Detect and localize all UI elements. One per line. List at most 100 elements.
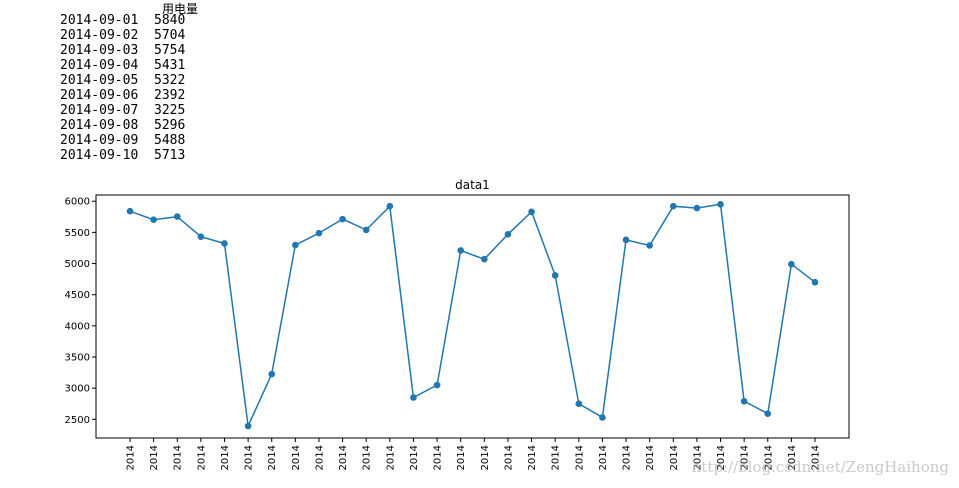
x-tick-label: 2014: [622, 445, 633, 470]
row-value: 5754: [154, 43, 186, 58]
data-point: [669, 202, 677, 210]
data-point: [292, 241, 299, 249]
x-tick-label: 2014: [645, 445, 656, 470]
x-tick-label: 2014: [574, 445, 585, 470]
table-row: 2014-09-01 5840: [60, 13, 185, 28]
plot-area: [95, 194, 850, 439]
data-point: [599, 414, 606, 421]
x-tick-label: 2014: [220, 445, 231, 470]
data-point: [764, 410, 772, 417]
x-tick-label: 2014: [598, 445, 609, 470]
data-point: [693, 204, 701, 212]
x-tick-label: 2014: [433, 445, 444, 470]
data-table: 用电量 2014-09-01 5840 2014-09-02 5704 2014-09-…: [0, 0, 260, 170]
row-value: 5296: [154, 118, 186, 133]
data-point: [221, 240, 228, 247]
table-row: 2014-09-10 5713: [60, 148, 185, 163]
x-tick-label: 2014: [173, 445, 184, 470]
data-point: [150, 216, 157, 223]
data-point: [575, 400, 583, 408]
data-point: [528, 208, 535, 216]
table-row: 2014-09-09 5488: [60, 133, 185, 148]
row-date: 2014-09-04: [60, 58, 139, 73]
row-date: 2014-09-01: [60, 13, 139, 28]
x-tick-label: 2014: [503, 445, 514, 470]
data-point: [717, 201, 724, 208]
line-chart: data1 2500 3000 3500 4000 4500 5000 5500 6000 2…: [65, 178, 850, 470]
row-value: 2392: [154, 88, 186, 103]
data-point: [173, 213, 181, 220]
x-tick-label: 2014: [149, 445, 160, 470]
watermark: http://blog.csdn.net/ZengHaihong: [691, 458, 949, 476]
x-tick-label: 2014: [787, 445, 798, 470]
y-tick-label: 3000: [65, 384, 90, 395]
x-tick-label: 2014: [480, 445, 491, 470]
table-row: 2014-09-03 5754: [60, 43, 185, 58]
x-tick-label: 2014: [527, 445, 538, 470]
x-tick-label: 2014: [338, 445, 349, 470]
y-tick-label: 2500: [65, 415, 90, 426]
data-point: [788, 260, 795, 268]
data-point: [551, 272, 559, 279]
y-tick-label: 6000: [65, 197, 90, 208]
table-row: 2014-09-07 3225: [60, 103, 185, 118]
x-tick-label: 2014: [669, 445, 680, 470]
data-point: [646, 242, 653, 249]
x-tick-label: 2014: [314, 445, 325, 470]
x-tick-label: 2014: [456, 445, 467, 470]
x-axis: 2014 2014 2014 2014 2014 2014 2014 2014 2014 2014…: [126, 438, 822, 470]
data-point: [433, 381, 441, 389]
data-point: [339, 215, 346, 223]
row-value: 5431: [154, 58, 186, 73]
row-value: 5840: [154, 13, 186, 28]
row-date: 2014-09-07: [60, 103, 139, 118]
y-tick-label: 4500: [65, 290, 90, 301]
row-date: 2014-09-08: [60, 118, 139, 133]
row-value: 5713: [154, 148, 186, 163]
x-tick-label: 2014: [362, 445, 373, 470]
x-tick-label: 2014: [385, 445, 396, 470]
table-row: 2014-09-05 5322: [60, 73, 185, 88]
x-tick-label: 2014: [740, 445, 751, 470]
data-point: [811, 278, 819, 286]
series-line: [129, 203, 816, 429]
x-tick-label: 2014: [196, 445, 207, 470]
y-tick-label: 5000: [65, 259, 90, 270]
row-date: 2014-09-03: [60, 43, 139, 58]
table-row: 2014-09-06 2392: [60, 88, 185, 103]
x-tick-label: 2014: [551, 445, 562, 470]
data-point: [126, 207, 134, 215]
x-tick-label: 2014: [692, 445, 703, 470]
x-tick-label: 2014: [409, 445, 420, 470]
table-row: 2014-09-08 5296: [60, 118, 185, 133]
row-value: 3225: [154, 103, 186, 118]
column-header: 用电量: [162, 2, 199, 16]
y-axis: 2500 3000 3500 4000 4500 5000 5500 6000: [65, 197, 96, 426]
data-point: [457, 247, 464, 254]
row-value: 5704: [154, 28, 186, 43]
data-series: [126, 201, 819, 430]
x-tick-label: 2014: [811, 445, 822, 470]
table-row: 2014-09-04 5431: [60, 58, 185, 73]
data-point: [481, 255, 488, 263]
data-point: [197, 233, 205, 240]
chart-title: data1: [455, 178, 490, 192]
x-tick-label: 2014: [763, 445, 774, 470]
row-value: 5488: [154, 133, 186, 148]
data-point: [740, 397, 748, 405]
row-date: 2014-09-06: [60, 88, 139, 103]
row-date: 2014-09-09: [60, 133, 139, 148]
data-point: [386, 202, 394, 210]
data-point: [268, 370, 276, 378]
x-tick-label: 2014: [291, 445, 302, 470]
x-tick-label: 2014: [716, 445, 727, 470]
data-point: [622, 236, 630, 244]
y-tick-label: 3500: [65, 353, 90, 364]
y-tick-label: 5500: [65, 228, 90, 239]
row-date: 2014-09-05: [60, 73, 139, 88]
row-value: 5322: [154, 73, 186, 88]
data-point: [504, 230, 512, 238]
data-point: [315, 229, 323, 237]
x-tick-label: 2014: [126, 445, 137, 470]
row-date: 2014-09-02: [60, 28, 139, 43]
